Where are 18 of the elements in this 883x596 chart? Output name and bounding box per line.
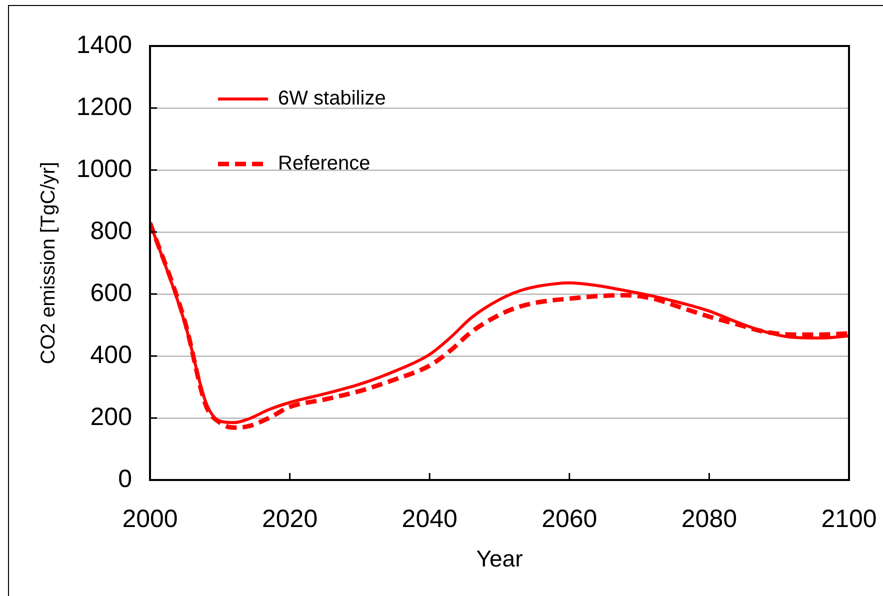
x-tick-label: 2020 xyxy=(262,504,318,533)
x-tick-label: 2040 xyxy=(402,504,458,533)
y-tick-label: 1200 xyxy=(76,92,132,121)
y-axis-title: CO2 emission [TgC/yr] xyxy=(38,162,60,364)
x-axis-title: Year xyxy=(476,546,524,572)
y-tick-label: 600 xyxy=(90,278,132,307)
x-tick-label: 2060 xyxy=(542,504,598,533)
y-tick-label: 200 xyxy=(90,402,132,431)
legend-label: Reference xyxy=(278,152,370,175)
y-tick-label: 400 xyxy=(90,340,132,369)
x-tick-label: 2080 xyxy=(681,504,738,533)
y-tick-label: 1000 xyxy=(76,154,132,183)
y-tick-label: 1400 xyxy=(76,30,132,59)
y-tick-label: 800 xyxy=(90,216,132,245)
y-tick-label: 0 xyxy=(118,464,132,493)
x-tick-label: 2100 xyxy=(821,504,877,533)
legend-label: 6W stabilize xyxy=(278,88,386,110)
x-tick-label: 2000 xyxy=(122,504,178,533)
